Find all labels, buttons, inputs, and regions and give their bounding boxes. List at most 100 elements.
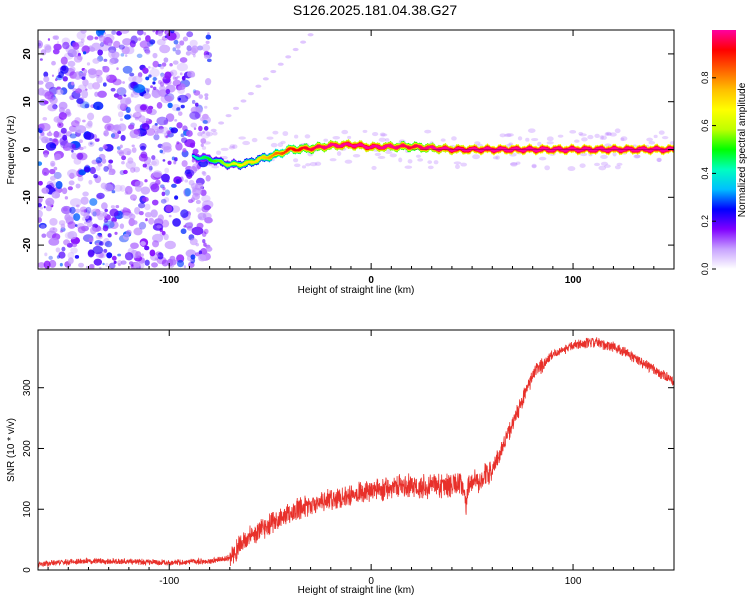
noise-blob	[229, 144, 236, 149]
noise-blob	[55, 247, 61, 253]
noise-blob	[112, 78, 122, 86]
noise-blob	[130, 35, 138, 44]
noise-blob	[55, 88, 64, 96]
noise-blob	[152, 60, 159, 68]
noise-blob	[531, 164, 537, 168]
noise-blob	[116, 146, 121, 150]
noise-blob	[151, 124, 158, 131]
noise-blob	[81, 76, 86, 80]
noise-blob	[120, 260, 127, 265]
noise-blob	[67, 186, 73, 191]
noise-blob	[201, 194, 211, 203]
noise-blob	[433, 160, 439, 165]
noise-blob	[385, 150, 393, 154]
noise-blob	[156, 101, 163, 109]
noise-blob	[599, 135, 604, 140]
noise-blob	[58, 71, 64, 79]
noise-blob	[96, 75, 103, 84]
noise-blob	[76, 98, 84, 104]
noise-blob	[43, 205, 46, 209]
noise-blob	[153, 183, 159, 189]
noise-blob	[45, 205, 53, 212]
noise-blob	[183, 265, 187, 269]
noise-blob	[81, 47, 84, 51]
noise-blob	[157, 254, 160, 257]
noise-blob	[96, 192, 105, 200]
noise-blob	[186, 31, 194, 38]
noise-blob	[150, 209, 158, 218]
noise-blob	[648, 140, 656, 145]
noise-blob	[51, 60, 56, 66]
noise-blob	[132, 114, 136, 118]
noise-blob	[100, 182, 107, 189]
noise-blob	[156, 224, 162, 229]
noise-blob	[653, 134, 658, 139]
noise-blob	[70, 247, 78, 254]
noise-blob	[240, 99, 247, 103]
noise-blob	[111, 190, 116, 194]
noise-blob	[44, 252, 48, 257]
noise-blob	[61, 187, 68, 195]
noise-blob	[133, 227, 143, 236]
noise-blob	[103, 165, 109, 172]
noise-blob	[113, 184, 123, 192]
noise-blob	[65, 131, 73, 137]
noise-blob	[374, 152, 381, 157]
noise-blob	[170, 127, 178, 134]
noise-blob	[203, 54, 210, 59]
noise-blob	[108, 172, 113, 175]
noise-blob	[212, 131, 218, 136]
noise-blob	[58, 123, 61, 127]
noise-blob	[160, 72, 165, 77]
noise-blob	[95, 242, 99, 246]
noise-blob	[78, 169, 86, 176]
noise-blob	[620, 136, 628, 141]
noise-blob	[117, 260, 123, 266]
noise-blob	[233, 106, 240, 110]
colorbar-tick-label: 0.0	[700, 263, 710, 276]
noise-blob	[125, 229, 132, 236]
noise-blob	[39, 58, 43, 61]
noise-blob	[517, 136, 523, 141]
noise-blob	[172, 47, 177, 52]
noise-blob	[38, 40, 43, 49]
noise-blob	[178, 83, 186, 90]
noise-blob	[195, 199, 201, 205]
noise-blob	[54, 192, 61, 199]
noise-blob	[107, 42, 112, 47]
noise-blob	[119, 184, 126, 192]
noise-blob	[164, 240, 176, 250]
noise-blob	[71, 143, 77, 149]
noise-blob	[153, 92, 159, 99]
noise-blob	[594, 162, 600, 167]
noise-blob	[84, 132, 95, 140]
noise-blob	[76, 152, 84, 160]
noise-blob	[609, 132, 617, 137]
noise-blob	[54, 78, 58, 82]
noise-blob	[384, 138, 390, 142]
noise-blob	[119, 223, 125, 229]
noise-blob	[39, 122, 51, 132]
noise-blob	[80, 38, 85, 43]
noise-blob	[62, 134, 68, 141]
noise-blob	[60, 127, 67, 134]
noise-blob	[156, 38, 166, 46]
spectrogram-y-axis-label: Frequency (Hz)	[6, 116, 17, 185]
noise-blob	[146, 88, 151, 92]
noise-blob	[190, 254, 196, 260]
noise-blob	[305, 163, 311, 167]
noise-blob	[137, 37, 142, 41]
noise-blob	[62, 41, 70, 50]
noise-blob	[179, 40, 185, 46]
spectrogram-x-axis-label: Height of straight line (km)	[298, 285, 415, 296]
noise-blob	[138, 153, 148, 162]
noise-blob	[656, 157, 662, 162]
x-tick-label: 100	[565, 275, 582, 286]
noise-blob	[152, 81, 156, 85]
colorbar-scale	[712, 30, 736, 269]
noise-blob	[48, 255, 53, 260]
noise-blob	[45, 197, 55, 207]
noise-blob	[152, 76, 157, 82]
noise-blob	[164, 95, 173, 102]
